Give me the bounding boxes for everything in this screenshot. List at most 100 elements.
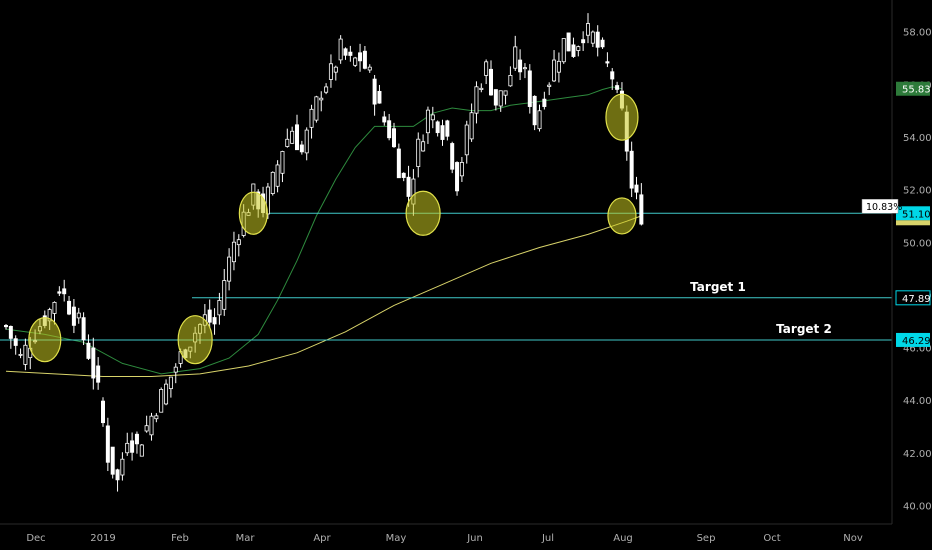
highlight-circle[interactable] <box>607 197 637 235</box>
candle-body <box>586 23 591 36</box>
price-tag-box <box>896 81 930 96</box>
candle-body <box>280 151 285 174</box>
candle-body <box>144 425 149 432</box>
candle-body <box>367 66 372 71</box>
slow-ma-tag <box>896 220 930 226</box>
moving-averages <box>5 86 642 377</box>
candle-body <box>387 120 392 139</box>
candle-body <box>566 32 571 52</box>
candle-body <box>406 176 411 197</box>
candle-body <box>581 39 586 44</box>
time-tick-label: Jul <box>541 533 554 544</box>
candle-body <box>86 342 91 359</box>
candle-body <box>81 317 86 341</box>
candle-body <box>532 95 537 126</box>
candle-body <box>503 90 508 96</box>
candle-body <box>576 46 581 51</box>
candle-body <box>304 129 309 154</box>
candle-body <box>13 338 18 346</box>
price-tag-box <box>896 206 930 221</box>
candle-body <box>207 309 212 323</box>
candle-body <box>333 66 338 73</box>
candle-body <box>105 425 110 463</box>
candle-body <box>338 38 343 61</box>
candle-body <box>299 144 304 153</box>
price-tick-label: 46.00 <box>903 344 932 355</box>
candle-body <box>556 60 561 73</box>
time-tick-label: Sep <box>697 533 716 544</box>
candle-body <box>101 400 106 424</box>
price-tick-label: 58.00 <box>903 28 932 39</box>
candle-body <box>319 97 324 101</box>
time-tick-label: Aug <box>613 533 633 544</box>
candle-body <box>493 89 498 106</box>
highlight-circle[interactable] <box>177 315 213 365</box>
candle-body <box>498 90 503 107</box>
candle-body <box>459 162 464 177</box>
measure-box <box>861 199 899 214</box>
price-tick-label: 54.00 <box>903 133 932 144</box>
price-tag-label: 46.29 <box>902 336 931 347</box>
candle-body <box>561 38 566 63</box>
candle-body <box>425 109 430 134</box>
highlight-circle[interactable] <box>605 93 639 141</box>
price-tick-label: 52.00 <box>903 186 932 197</box>
sma-fast-line <box>5 86 622 375</box>
candle-body <box>469 112 474 140</box>
time-tick-label: Dec <box>26 533 45 544</box>
candle-body <box>67 300 72 315</box>
candle-body <box>464 124 469 156</box>
candle-body <box>154 415 159 420</box>
candle-body <box>309 108 314 128</box>
candle-body <box>173 366 178 373</box>
highlight-circle[interactable] <box>238 191 268 235</box>
candle-body <box>377 90 382 104</box>
candle-body <box>430 114 435 121</box>
candle-body <box>391 128 396 148</box>
candle-body <box>290 130 295 144</box>
candle-body <box>76 312 81 319</box>
candle-body <box>348 51 353 56</box>
candle-body <box>615 85 620 90</box>
candle-body <box>270 171 275 194</box>
annotations: Target 1 Target 2 <box>690 280 832 336</box>
candle-body <box>440 125 445 140</box>
candle-body <box>358 52 363 62</box>
candle-body <box>91 347 96 379</box>
candle-body <box>605 61 610 64</box>
candle-body <box>600 39 605 48</box>
circle-markers <box>28 93 639 365</box>
candle-body <box>353 57 358 66</box>
time-axis[interactable]: Dec 2019 Feb Mar Apr May Jun Jul Aug Sep Oct Nov <box>26 533 863 544</box>
candle-body <box>110 446 115 475</box>
time-tick-label: Nov <box>843 533 863 544</box>
price-tick-label: 50.00 <box>903 238 932 249</box>
price-tick-label: 40.00 <box>903 502 932 513</box>
target-label: Target 1 <box>690 280 746 294</box>
candle-body <box>372 78 377 105</box>
time-tick-label: Feb <box>171 533 189 544</box>
candle-body <box>4 324 9 328</box>
candle-body <box>552 59 557 82</box>
highlight-circle[interactable] <box>405 190 441 236</box>
candle-body <box>595 31 600 48</box>
candle-body <box>571 44 576 57</box>
price-tag-label: 51.10 <box>902 209 931 220</box>
candle-body <box>416 138 421 167</box>
price-tag-box <box>895 290 931 306</box>
candle-body <box>294 124 299 151</box>
candle-body <box>362 50 367 69</box>
candle-body <box>396 148 401 179</box>
candle-body <box>508 75 513 87</box>
candle-body <box>159 389 164 413</box>
price-tag-label: 47.89 <box>902 294 931 305</box>
time-tick-label: Apr <box>313 533 331 544</box>
highlight-circle[interactable] <box>28 317 62 363</box>
measure-label: 10.83% <box>866 202 902 213</box>
candle-body <box>324 86 329 93</box>
candle-body <box>450 143 455 170</box>
candle-body <box>96 365 101 383</box>
candle-body <box>547 84 552 87</box>
